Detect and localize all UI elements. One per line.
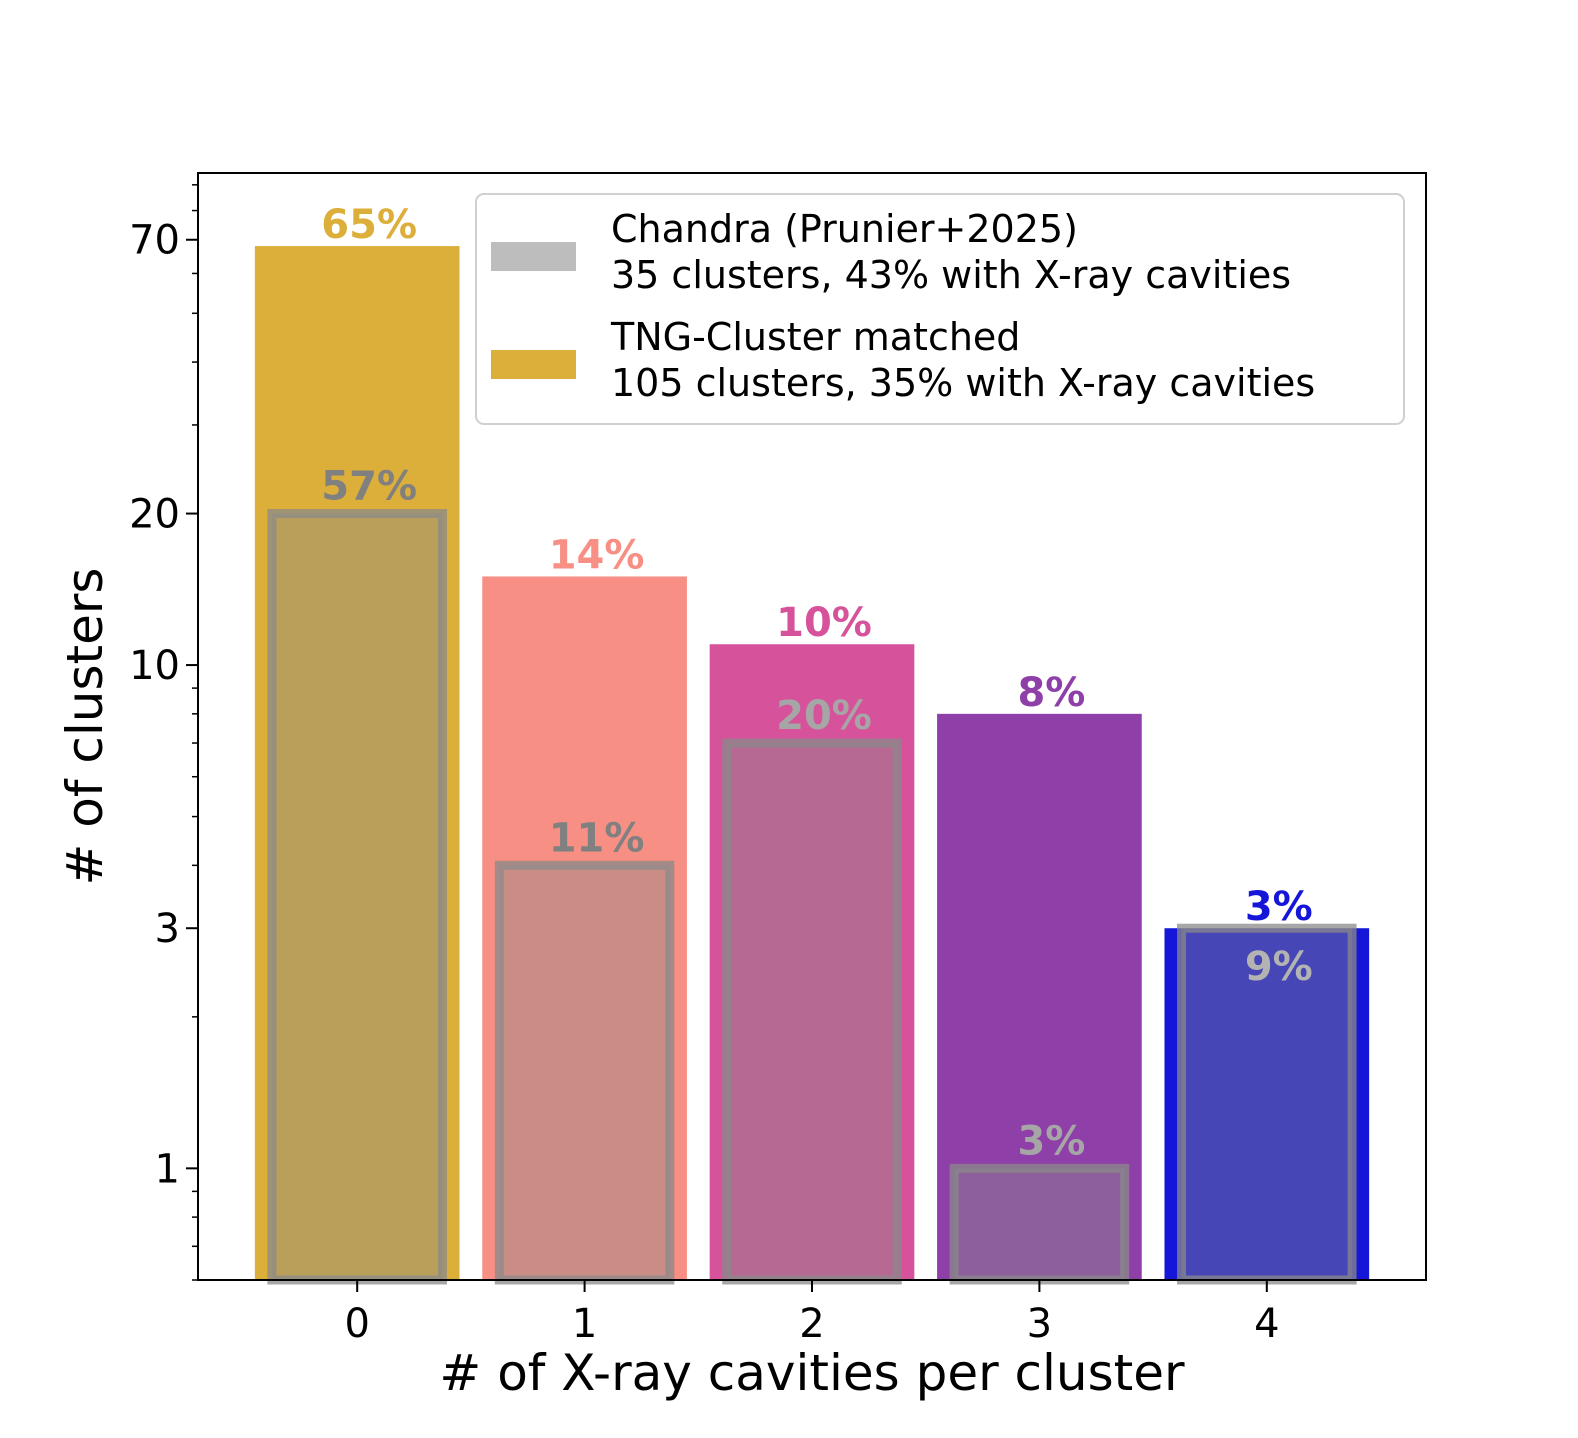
chandra-bar-label-1: 11% bbox=[549, 815, 645, 861]
tng-bar-label-4: 3% bbox=[1245, 884, 1313, 930]
legend-swatch-chandra bbox=[491, 242, 576, 271]
chandra-bar-label-2: 20% bbox=[776, 693, 872, 739]
y-tick-label-20: 20 bbox=[129, 492, 180, 538]
tng-bar-label-0: 65% bbox=[321, 202, 417, 248]
tng-bar-4 bbox=[1164, 928, 1370, 1280]
chandra-bar-2 bbox=[722, 738, 902, 1285]
tng-bar-label-2: 10% bbox=[776, 600, 872, 646]
chandra-bar-1 bbox=[494, 860, 675, 1285]
x-tick-label-4: 4 bbox=[1254, 1301, 1279, 1347]
y-tick-label-3: 3 bbox=[155, 906, 180, 952]
legend-subtitle-tng: 105 clusters, 35% with X-ray cavities bbox=[611, 361, 1315, 405]
x-tick-label-3: 3 bbox=[1027, 1301, 1052, 1347]
chandra-bar-label-0: 57% bbox=[321, 464, 417, 510]
y-axis-title: # of clusters bbox=[56, 568, 114, 886]
chandra-bar-3 bbox=[949, 1163, 1130, 1285]
bar-value-labels: 65% 14% 10% 8% 3% 57% 11% 20% 3% 9% bbox=[321, 202, 1312, 1164]
tng-bar-0 bbox=[254, 246, 460, 1280]
legend-swatch-tng bbox=[491, 350, 576, 379]
chandra-bar-0 bbox=[267, 509, 447, 1285]
legend-box bbox=[475, 193, 1405, 425]
x-tick-label-2: 2 bbox=[799, 1301, 824, 1347]
legend-subtitle-chandra: 35 clusters, 43% with X-ray cavities bbox=[611, 253, 1291, 297]
chandra-bar-label-3: 3% bbox=[1017, 1118, 1085, 1164]
tng-bar-2 bbox=[709, 644, 915, 1280]
y-tick-label-70: 70 bbox=[129, 218, 180, 264]
axes: 1 3 10 20 70 0 1 2 3 4 # of X-ray cavities per clu… bbox=[56, 172, 1427, 1402]
legend: Chandra (Prunier+2025)35 clusters, 43% w… bbox=[475, 193, 1405, 425]
chandra-bar-label-4: 9% bbox=[1245, 944, 1313, 990]
legend-label-chandra: Chandra (Prunier+2025) bbox=[611, 207, 1078, 251]
y-tick-label-10: 10 bbox=[129, 643, 180, 689]
x-tick-label-1: 1 bbox=[572, 1301, 597, 1347]
chandra-bars bbox=[267, 509, 1357, 1285]
y-tick-label-1: 1 bbox=[155, 1146, 180, 1192]
tng-bar-3 bbox=[937, 713, 1142, 1280]
x-axis-title: # of X-ray cavities per cluster bbox=[439, 1344, 1185, 1402]
tng-bar-1 bbox=[482, 576, 687, 1280]
tng-bar-label-3: 8% bbox=[1017, 670, 1085, 716]
tng-bars bbox=[254, 246, 1370, 1280]
tng-bar-label-1: 14% bbox=[549, 532, 645, 578]
x-tick-label-0: 0 bbox=[344, 1301, 369, 1347]
legend-label-tng: TNG-Cluster matched bbox=[610, 315, 1020, 359]
